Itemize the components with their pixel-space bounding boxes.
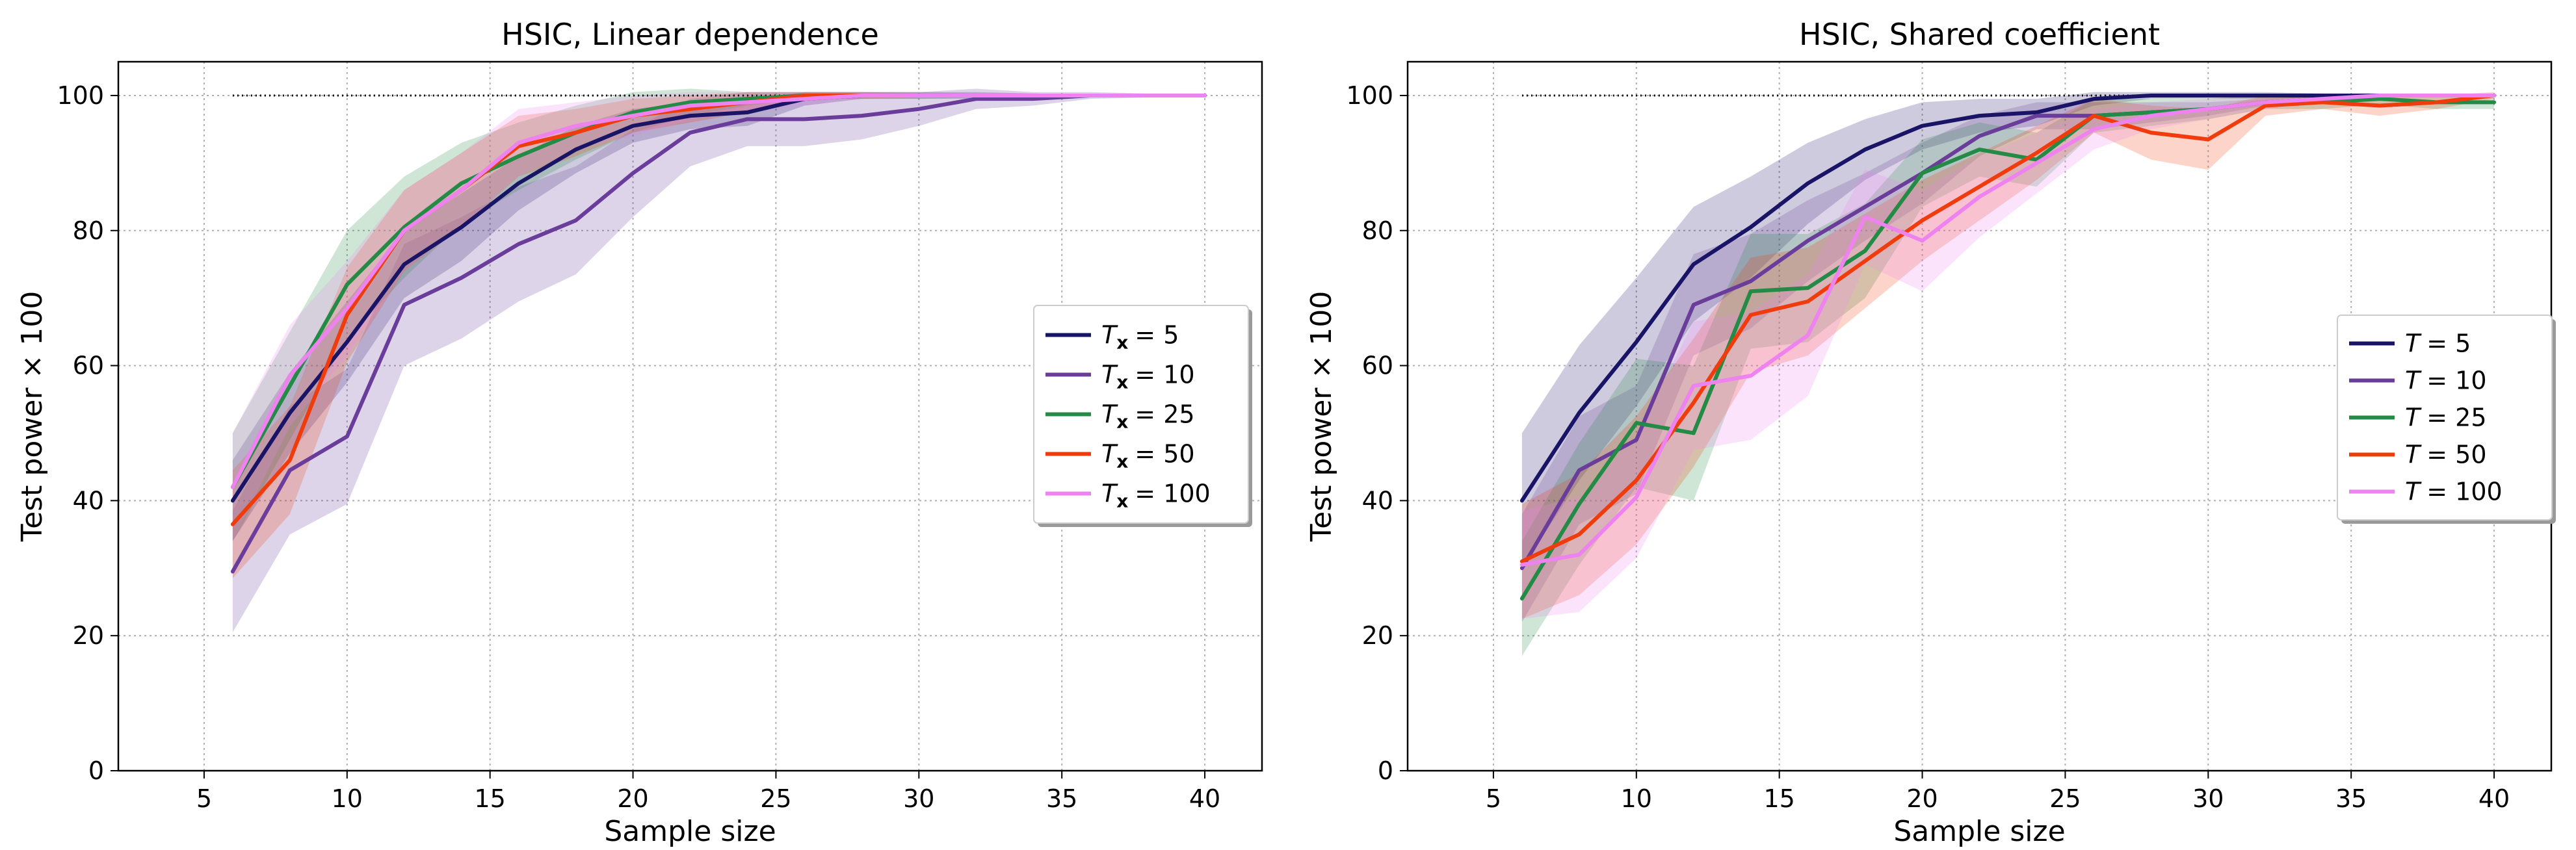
legend-subscript: x bbox=[1116, 491, 1128, 512]
legend-symbol: T bbox=[1101, 480, 1118, 508]
legend-value: = 25 bbox=[2426, 404, 2486, 432]
x-tick-label: 25 bbox=[760, 784, 791, 813]
legend-value: = 50 bbox=[2426, 441, 2486, 469]
legend-box bbox=[2337, 315, 2553, 521]
legend-value: = 5 bbox=[2426, 329, 2471, 358]
legend-entry-50: Tx = 50 bbox=[1101, 440, 1195, 472]
x-tick-label: 35 bbox=[1046, 784, 1077, 813]
series-25-confidence-band bbox=[232, 88, 1205, 541]
legend-subscript: x bbox=[1116, 332, 1128, 354]
legend: T = 5T = 10T = 25T = 50T = 100 bbox=[2337, 315, 2556, 524]
series-10-line bbox=[230, 93, 1207, 574]
legend-value: = 100 bbox=[1135, 480, 1210, 508]
legend-symbol: T bbox=[2405, 478, 2422, 506]
legend-entry-100: Tx = 100 bbox=[1101, 480, 1211, 512]
series-50-confidence-band bbox=[1521, 92, 2495, 619]
y-tick-label: 80 bbox=[1362, 216, 1393, 245]
legend-symbol: T bbox=[1101, 321, 1118, 350]
y-tick-label: 100 bbox=[57, 81, 104, 110]
series-5-line bbox=[1519, 93, 2497, 503]
legend-value: = 100 bbox=[2426, 478, 2502, 506]
legend-symbol: T bbox=[1101, 400, 1118, 429]
axes-frame bbox=[117, 60, 1263, 772]
x-tick-label: 20 bbox=[617, 784, 648, 813]
series-100-confidence-band bbox=[232, 92, 1205, 541]
legend-symbol: T bbox=[2405, 441, 2422, 469]
legend-value: = 50 bbox=[1135, 440, 1194, 469]
series-25-confidence-band bbox=[1521, 93, 2495, 656]
legend-entry-100: T = 100 bbox=[2405, 478, 2503, 506]
left-chart-panel: 5 10 15 20 25 30 35 40 0 20 40 60 80 100 HSIC, Linear … bbox=[16, 17, 1263, 848]
series-10-confidence-band bbox=[1521, 93, 2495, 623]
legend-entry-5: Tx = 5 bbox=[1101, 321, 1179, 354]
legend-box bbox=[1033, 305, 1249, 524]
x-tick-label: 10 bbox=[332, 784, 363, 813]
y-tick-label: 100 bbox=[1346, 81, 1393, 110]
legend-symbol: T bbox=[1101, 361, 1118, 389]
legend-entry-10: T = 10 bbox=[2405, 367, 2487, 395]
legend-value: = 5 bbox=[1135, 321, 1179, 350]
legend-symbol: T bbox=[2405, 404, 2422, 432]
legend-value: = 25 bbox=[1135, 400, 1194, 429]
x-tick-label: 40 bbox=[1189, 784, 1220, 813]
y-tick-label: 40 bbox=[1362, 486, 1393, 515]
legend-symbol: T bbox=[1101, 440, 1118, 469]
x-tick-label: 5 bbox=[1486, 784, 1501, 813]
x-tick-label: 25 bbox=[2049, 784, 2081, 813]
legend-entry-5: T = 5 bbox=[2405, 329, 2471, 358]
series-100-line bbox=[230, 93, 1207, 489]
right-chart-panel: 5 10 15 20 25 30 35 40 0 20 40 60 80 100 HSIC, Shared … bbox=[1305, 17, 2556, 848]
legend-symbol: T bbox=[2405, 367, 2422, 395]
legend-entry-25: T = 25 bbox=[2405, 404, 2487, 432]
x-axis-label: Sample size bbox=[604, 815, 776, 848]
x-tick-label: 40 bbox=[2478, 784, 2510, 813]
x-tick-label: 20 bbox=[1906, 784, 1938, 813]
legend: Tx = 5 Tx = 10 Tx = 25 Tx = 50 Tx = 100 bbox=[1033, 305, 1252, 527]
y-axis-label: Test power × 100 bbox=[1305, 291, 1338, 542]
legend-value: = 10 bbox=[2426, 367, 2486, 395]
x-axis-label: Sample size bbox=[1893, 815, 2065, 848]
legend-entry-25: Tx = 25 bbox=[1101, 400, 1195, 433]
y-tick-label: 60 bbox=[73, 352, 104, 380]
series-50-confidence-band bbox=[232, 92, 1205, 578]
chart-title: HSIC, Shared coefficient bbox=[1799, 17, 2160, 52]
legend-entry-10: Tx = 10 bbox=[1101, 361, 1195, 393]
series-5-confidence-band bbox=[232, 92, 1205, 541]
y-tick-label: 20 bbox=[1362, 621, 1393, 650]
chart-title: HSIC, Linear dependence bbox=[501, 17, 879, 52]
legend-entry-50: T = 50 bbox=[2405, 441, 2487, 469]
y-tick-label: 80 bbox=[73, 216, 104, 245]
series-100-line bbox=[1519, 93, 2497, 567]
legend-symbol: T bbox=[2405, 329, 2422, 358]
series-100-confidence-band bbox=[1521, 93, 2495, 619]
x-tick-label: 5 bbox=[196, 784, 212, 813]
x-tick-label: 30 bbox=[2192, 784, 2224, 813]
series-5-confidence-band bbox=[1521, 92, 2495, 569]
y-axis-label: Test power × 100 bbox=[16, 291, 49, 542]
legend-subscript: x bbox=[1116, 411, 1128, 433]
y-tick-label: 0 bbox=[88, 756, 104, 785]
legend-subscript: x bbox=[1116, 372, 1128, 393]
x-tick-label: 15 bbox=[1763, 784, 1794, 813]
series-10-confidence-band bbox=[232, 88, 1205, 632]
x-tick-label: 35 bbox=[2335, 784, 2367, 813]
y-tick-label: 40 bbox=[73, 486, 104, 515]
y-tick-label: 20 bbox=[73, 621, 104, 650]
y-tick-label: 0 bbox=[1378, 756, 1393, 785]
y-tick-label: 60 bbox=[1362, 352, 1393, 380]
series-50-line bbox=[1519, 93, 2497, 563]
x-tick-label: 15 bbox=[474, 784, 505, 813]
x-tick-label: 30 bbox=[903, 784, 934, 813]
legend-subscript: x bbox=[1116, 451, 1128, 472]
x-tick-label: 10 bbox=[1621, 784, 1652, 813]
legend-value: = 10 bbox=[1135, 361, 1194, 389]
